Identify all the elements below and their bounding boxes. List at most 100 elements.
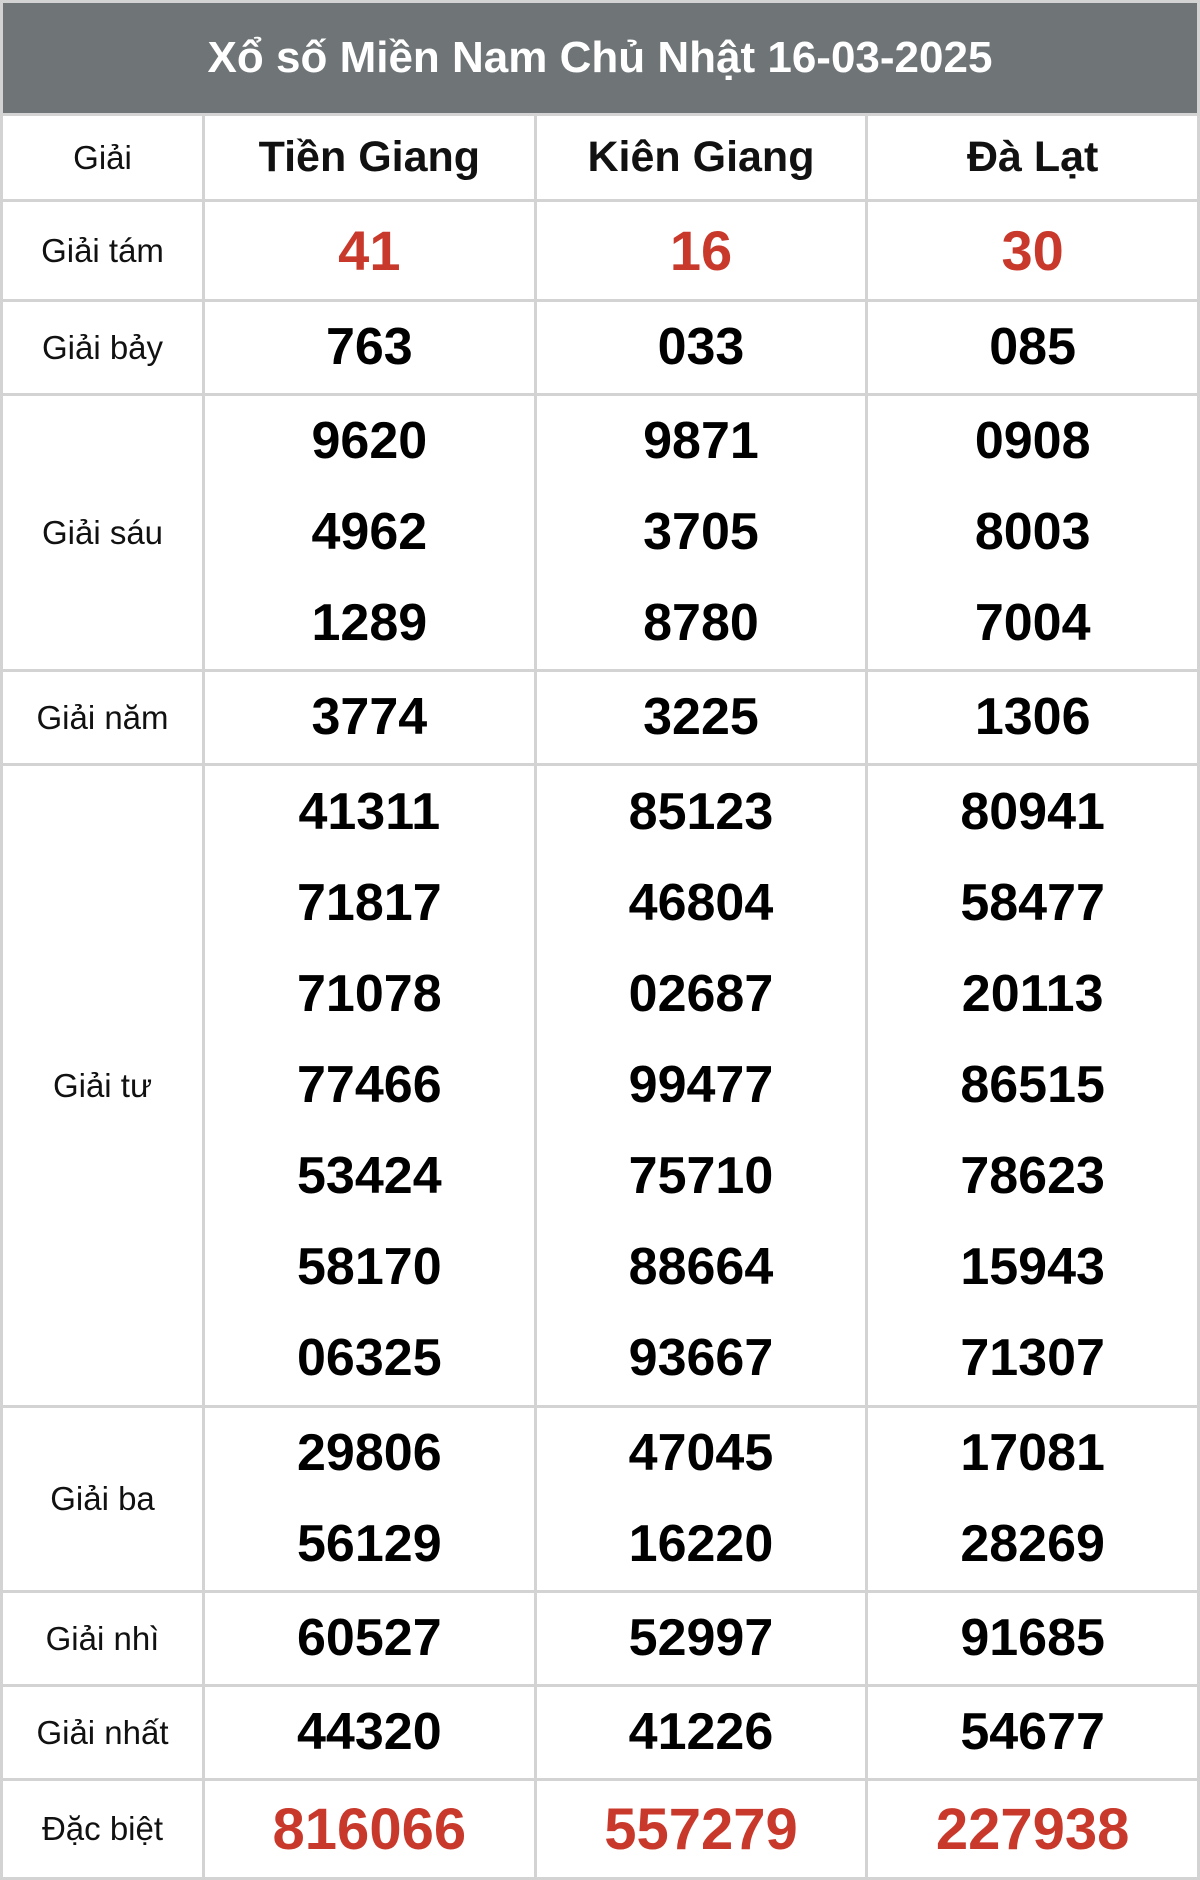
result-number: 85123 [628, 783, 774, 841]
result-number: 93667 [628, 1329, 774, 1387]
result-number: 58170 [297, 1238, 442, 1296]
result-number: 8780 [643, 594, 759, 652]
prize-column-header: Giải [0, 113, 205, 202]
prize-label: Giải nhất [0, 1684, 205, 1781]
prize-label: Giải sáu [0, 393, 205, 672]
result-number: 99477 [628, 1056, 774, 1114]
result-cell: 557279 [533, 1778, 869, 1880]
prize-row: Giải nhất 44320 41226 54677 [0, 1684, 1200, 1781]
result-number: 227938 [935, 1796, 1130, 1862]
result-number: 15943 [960, 1238, 1105, 1296]
prize-label: Giải tư [0, 763, 205, 1408]
result-number: 91685 [960, 1609, 1105, 1667]
result-number: 41 [338, 219, 401, 282]
result-cell: 41 [202, 199, 537, 302]
result-cell: 80941 58477 20113 86515 78623 15943 71307 [865, 763, 1200, 1408]
result-number: 53424 [297, 1147, 442, 1205]
result-number: 033 [657, 318, 745, 376]
result-cell: 91685 [865, 1590, 1200, 1687]
result-number: 763 [325, 318, 413, 376]
prize-label: Giải nhì [0, 1590, 205, 1687]
prize-row: Giải ba 29806 56129 47045 16220 17081 28269 [0, 1405, 1200, 1593]
result-cell: 3774 [202, 669, 537, 766]
result-number: 71078 [297, 965, 442, 1023]
prize-row: Giải tám 41 16 30 [0, 199, 1200, 302]
result-cell: 1306 [865, 669, 1200, 766]
prize-label: Giải ba [0, 1405, 205, 1593]
result-number: 4962 [311, 503, 428, 561]
result-cell: 29806 56129 [202, 1405, 537, 1593]
result-number: 3705 [643, 503, 759, 561]
result-cell: 816066 [202, 1778, 537, 1880]
header-row: Giải Tiền Giang Kiên Giang Đà Lạt [0, 113, 1200, 202]
prize-row: Giải sáu 9620 4962 1289 9871 3705 8780 0908 8003… [0, 393, 1200, 672]
result-cell: 41226 [533, 1684, 869, 1781]
result-number: 0908 [974, 412, 1091, 470]
result-number: 80941 [960, 783, 1105, 841]
result-number: 8003 [974, 503, 1091, 561]
result-number: 816066 [272, 1796, 467, 1862]
result-number: 02687 [628, 965, 774, 1023]
result-cell: 085 [865, 299, 1200, 396]
result-number: 30 [1001, 219, 1064, 282]
result-cell: 52997 [533, 1590, 869, 1687]
result-number: 44320 [297, 1703, 442, 1761]
result-number: 58477 [960, 874, 1105, 932]
result-number: 06325 [297, 1329, 442, 1387]
result-number: 86515 [960, 1056, 1105, 1114]
result-cell: 9871 3705 8780 [533, 393, 869, 672]
page-title: Xổ số Miền Nam Chủ Nhật 16-03-2025 [0, 0, 1200, 113]
result-cell: 227938 [865, 1778, 1200, 1880]
result-number: 20113 [961, 965, 1104, 1023]
result-cell: 30 [865, 199, 1200, 302]
result-number: 71817 [297, 874, 442, 932]
result-number: 77466 [297, 1056, 442, 1114]
prize-row: Giải tư 41311 71817 71078 77466 53424 58170 063… [0, 763, 1200, 1408]
result-cell: 54677 [865, 1684, 1200, 1781]
prize-row: Giải bảy 763 033 085 [0, 299, 1200, 396]
province-header: Tiền Giang [202, 113, 537, 202]
result-number: 557279 [604, 1796, 798, 1862]
result-cell: 47045 16220 [533, 1405, 869, 1593]
result-number: 78623 [960, 1147, 1105, 1205]
result-number: 9871 [643, 412, 759, 470]
result-number: 1289 [311, 594, 428, 652]
prize-row: Giải năm 3774 3225 1306 [0, 669, 1200, 766]
result-number: 46804 [628, 874, 774, 932]
result-number: 88664 [628, 1238, 774, 1296]
result-number: 16220 [628, 1515, 774, 1573]
result-number: 16 [669, 219, 733, 282]
result-number: 60527 [297, 1609, 442, 1667]
result-number: 17081 [960, 1424, 1105, 1482]
result-cell: 85123 46804 02687 99477 75710 88664 93667 [533, 763, 869, 1408]
result-cell: 033 [533, 299, 869, 396]
prize-label: Đặc biệt [0, 1778, 205, 1880]
prize-label: Giải bảy [0, 299, 205, 396]
prize-label: Giải năm [0, 669, 205, 766]
prize-row: Giải nhì 60527 52997 91685 [0, 1590, 1200, 1687]
result-number: 1306 [974, 688, 1091, 746]
result-cell: 0908 8003 7004 [865, 393, 1200, 672]
result-cell: 41311 71817 71078 77466 53424 58170 06325 [202, 763, 537, 1408]
result-number: 28269 [960, 1515, 1105, 1573]
result-cell: 9620 4962 1289 [202, 393, 537, 672]
results-table: Giải Tiền Giang Kiên Giang Đà Lạt Giải t… [0, 113, 1200, 1880]
result-number: 56129 [297, 1515, 442, 1573]
result-number: 29806 [297, 1424, 442, 1482]
result-number: 41311 [298, 783, 441, 841]
result-number: 54677 [960, 1703, 1105, 1761]
result-cell: 60527 [202, 1590, 537, 1687]
province-header: Đà Lạt [865, 113, 1200, 202]
result-number: 7004 [974, 594, 1091, 652]
result-number: 3225 [643, 688, 759, 746]
prize-label: Giải tám [0, 199, 205, 302]
province-header: Kiên Giang [533, 113, 869, 202]
result-number: 71307 [960, 1329, 1105, 1387]
prize-row: Đặc biệt 816066 557279 227938 [0, 1778, 1200, 1880]
result-number: 3774 [311, 688, 428, 746]
result-number: 41226 [628, 1703, 774, 1761]
result-number: 52997 [628, 1609, 774, 1667]
result-number: 75710 [628, 1147, 774, 1205]
result-cell: 3225 [533, 669, 869, 766]
result-number: 9620 [311, 412, 428, 470]
